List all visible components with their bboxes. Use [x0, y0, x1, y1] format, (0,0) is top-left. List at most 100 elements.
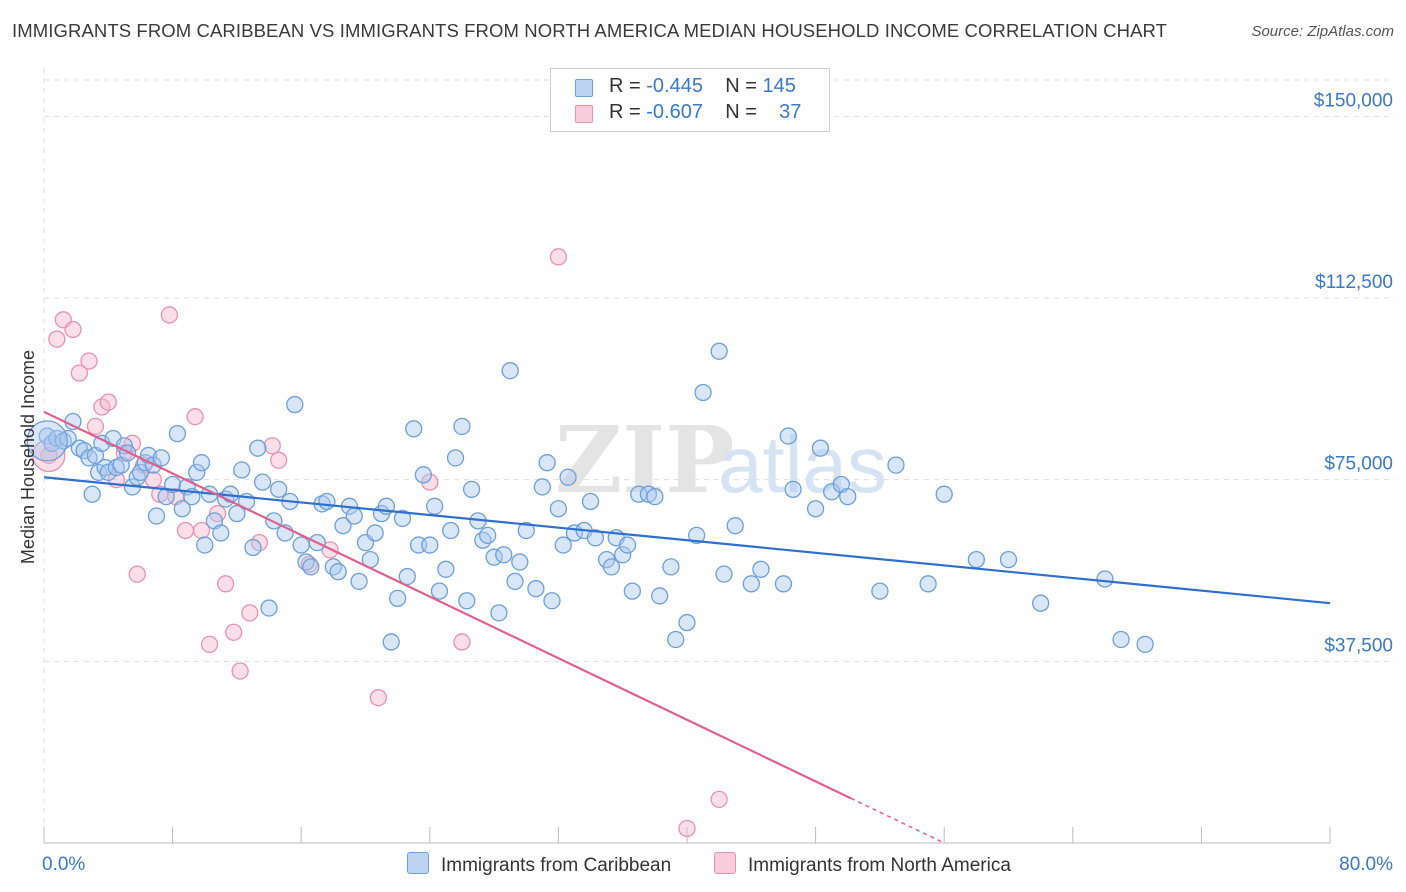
north-america-point — [64, 320, 82, 339]
north-america-trend-line — [43, 410, 852, 800]
y-tick-labels: $37,500 $75,000 $112,500 $150,000 — [1314, 90, 1393, 656]
legend-swatch-caribbean — [575, 79, 593, 97]
caribbean-point — [131, 463, 150, 482]
north-america-point — [160, 306, 179, 324]
caribbean-point — [1096, 570, 1114, 588]
legend-r-label: R = — [609, 75, 647, 97]
y-tick-label: $37,500 — [1324, 635, 1393, 656]
series-north-america-points — [32, 248, 728, 838]
caribbean-point — [421, 536, 439, 554]
caribbean-point — [405, 420, 423, 438]
caribbean-point — [678, 613, 696, 632]
caribbean-point — [811, 439, 830, 457]
trend-lines — [43, 410, 1331, 844]
caribbean-point — [538, 454, 556, 472]
y-tick-label: $150,000 — [1314, 90, 1393, 111]
caribbean-point — [1032, 594, 1050, 612]
caribbean-point — [667, 630, 685, 649]
caribbean-point — [414, 466, 433, 484]
caribbean-point — [662, 558, 680, 576]
caribbean-point — [425, 497, 444, 515]
caribbean-point — [393, 509, 412, 528]
caribbean-point — [233, 461, 251, 479]
caribbean-point — [173, 500, 191, 518]
caribbean-point — [694, 383, 712, 402]
caribbean-point — [935, 485, 953, 503]
chart-source: Source: ZipAtlas.com — [1251, 23, 1394, 40]
caribbean-point — [297, 553, 315, 571]
north-america-point — [678, 819, 696, 838]
y-tick-label: $75,000 — [1324, 454, 1393, 475]
caribbean-point — [334, 517, 352, 535]
caribbean-point — [549, 500, 568, 518]
y-tick-label: $112,500 — [1315, 272, 1393, 293]
north-america-point — [710, 790, 728, 809]
caribbean-point — [345, 507, 363, 525]
x-tick-label: 0.0% — [42, 854, 85, 875]
caribbean-point — [614, 546, 632, 564]
caribbean-point — [462, 480, 481, 499]
caribbean-point — [83, 485, 101, 503]
legend-n-label: N = — [725, 101, 763, 123]
bottom-legend-swatch-north-america — [714, 852, 736, 874]
north-america-point — [225, 623, 243, 641]
caribbean-point — [302, 558, 320, 576]
north-america-trend-extension — [850, 797, 945, 844]
caribbean-point — [839, 487, 857, 506]
caribbean-point — [710, 342, 728, 360]
caribbean-point — [212, 524, 230, 542]
bottom-legend-north-america: Immigrants from North America — [714, 852, 1011, 877]
caribbean-point — [919, 575, 937, 593]
bottom-legend-caribbean: Immigrants from Caribbean — [407, 852, 671, 877]
caribbean-point — [501, 362, 519, 380]
caribbean-point — [559, 468, 577, 486]
caribbean-point — [453, 417, 471, 436]
caribbean-point — [527, 580, 545, 598]
caribbean-point — [495, 546, 513, 564]
north-america-point — [70, 364, 89, 382]
north-america-point — [241, 604, 259, 622]
caribbean-point — [64, 412, 82, 431]
caribbean-point — [784, 480, 802, 499]
caribbean-point — [437, 560, 455, 578]
caribbean-point — [152, 449, 170, 467]
caribbean-point — [382, 633, 400, 651]
caribbean-point-cluster — [26, 420, 68, 462]
caribbean-point — [618, 536, 637, 554]
caribbean-point — [329, 563, 347, 581]
caribbean-point — [446, 449, 465, 467]
x-tick-label: 80.0% — [1339, 854, 1393, 875]
north-america-point — [270, 451, 288, 469]
bottom-legend-label: Immigrants from North America — [748, 855, 1011, 876]
north-america-point — [369, 689, 388, 707]
north-america-point — [231, 662, 249, 680]
caribbean-point — [623, 582, 641, 600]
caribbean-point — [715, 565, 733, 583]
north-america-point — [99, 393, 117, 411]
y-axis-label: Median Household Income — [18, 350, 38, 564]
caribbean-point — [999, 550, 1018, 569]
caribbean-point — [533, 478, 551, 496]
north-america-point — [86, 417, 105, 436]
caribbean-point — [188, 463, 206, 482]
caribbean-point — [442, 521, 460, 540]
axes — [43, 68, 1331, 844]
caribbean-point — [742, 575, 760, 593]
bottom-legend-swatch-caribbean — [407, 852, 429, 874]
caribbean-point — [253, 473, 272, 491]
caribbean-point — [687, 526, 706, 545]
caribbean-point — [249, 439, 267, 457]
caribbean-point — [350, 572, 368, 591]
caribbean-point — [59, 429, 77, 448]
caribbean-point — [270, 480, 288, 499]
north-america-point — [192, 521, 211, 540]
legend-r-label: R = — [609, 101, 647, 123]
caribbean-point — [581, 492, 600, 511]
caribbean-point — [398, 567, 416, 586]
caribbean-point — [244, 538, 262, 557]
caribbean-point — [318, 492, 336, 511]
caribbean-point — [479, 526, 497, 545]
caribbean-point — [517, 521, 535, 540]
series-caribbean-points — [26, 342, 1154, 654]
